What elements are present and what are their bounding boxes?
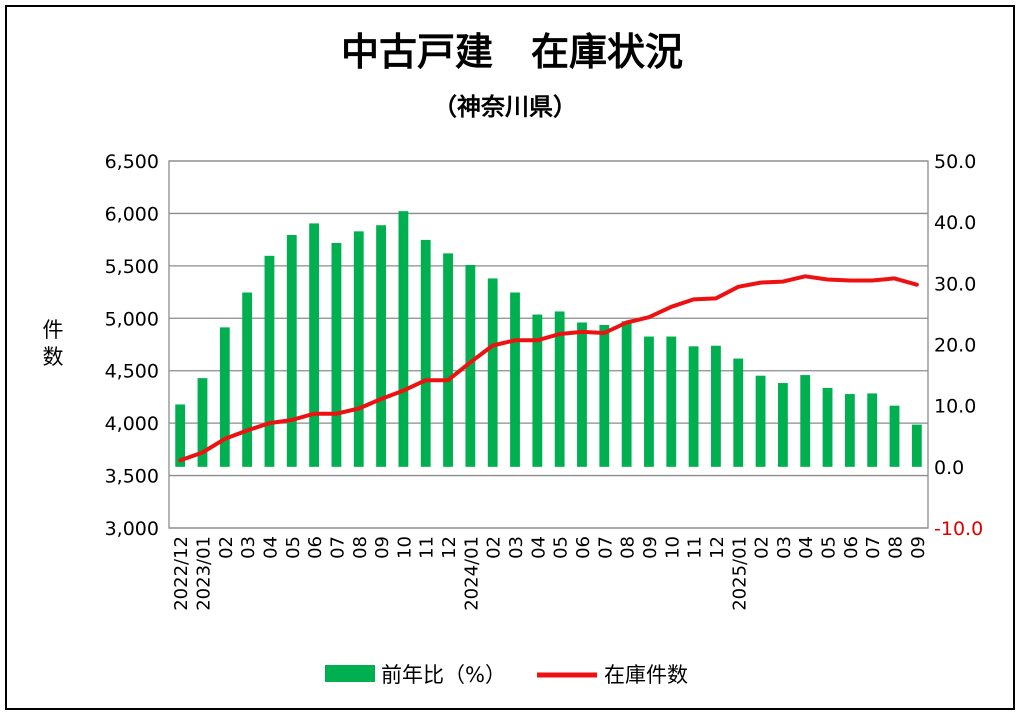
bar — [331, 242, 342, 467]
bar — [487, 278, 498, 467]
bar — [577, 322, 587, 467]
legend-label-bar: 前年比（%） — [381, 663, 506, 687]
bar — [777, 383, 788, 467]
bar — [376, 225, 386, 467]
x-tick-label: 05 — [819, 536, 840, 559]
y-left-tick-label: 5,500 — [105, 256, 159, 278]
x-tick-label: 10 — [662, 536, 683, 559]
x-tick-label: 08 — [618, 536, 639, 559]
bar — [822, 387, 833, 467]
plot-area: 3,000 3,500 4,000 4,500 5,000 5,500 6,000 6,500… — [43, 151, 984, 611]
x-tick-label: 11 — [417, 536, 438, 559]
y-left-tick-label: 4,500 — [105, 361, 159, 383]
y-right-tick-label: 20.0 — [934, 335, 976, 357]
bar — [510, 292, 520, 467]
bar — [264, 255, 275, 467]
bar — [286, 235, 297, 467]
x-tick-label: 12 — [439, 536, 460, 559]
x-tick-label: 08 — [886, 536, 907, 559]
legend-swatch-bar — [325, 665, 375, 682]
bar — [621, 321, 632, 467]
bar — [666, 336, 677, 467]
plot-border — [168, 160, 929, 529]
x-tick-label: 04 — [796, 536, 817, 559]
x-tick-label: 2023/01 — [194, 536, 215, 611]
x-tick-label: 11 — [685, 536, 706, 559]
bar — [443, 253, 453, 467]
y-left-tick-label: 5,000 — [105, 308, 159, 330]
x-tick-label: 07 — [863, 536, 884, 559]
bar — [465, 264, 476, 467]
legend: 前年比（%） 在庫件数 — [325, 663, 688, 687]
x-tick-label: 07 — [327, 536, 348, 559]
x-tick-label: 03 — [774, 536, 795, 559]
y-right-tick-label: 10.0 — [934, 396, 976, 418]
x-tick-label: 02 — [484, 536, 505, 559]
bar — [532, 314, 543, 467]
y-left-tick-label: 4,000 — [105, 413, 159, 435]
x-tick-label: 03 — [506, 536, 527, 559]
x-tick-label: 09 — [640, 536, 661, 559]
bar — [911, 424, 922, 467]
x-tick-label: 03 — [238, 536, 259, 559]
y-right-tick-label: 0.0 — [934, 457, 964, 479]
x-tick-label: 07 — [595, 536, 616, 559]
y-left-tick-label: 3,500 — [105, 466, 159, 488]
bar — [889, 405, 900, 467]
x-tick-label: 2024/01 — [461, 536, 482, 611]
x-tick-label: 2022/12 — [171, 536, 192, 611]
bar — [755, 375, 766, 467]
y-left-axis-label: 件 — [43, 318, 64, 342]
bar — [599, 324, 610, 467]
y-right-tick-label: 30.0 — [934, 273, 976, 295]
chart-subtitle: （神奈川県） — [433, 93, 577, 121]
bar — [197, 378, 208, 467]
bar — [733, 358, 744, 467]
bar — [644, 336, 654, 467]
y-right-tick-label: 50.0 — [934, 151, 976, 173]
line-series — [178, 274, 919, 463]
y-left-axis-label: 数 — [43, 345, 64, 369]
x-tick-label: 02 — [752, 536, 773, 559]
chart-frame: 中古戸建 在庫状況 （神奈川県） 3,000 3,500 4,000 4,500 5,0… — [5, 5, 1015, 710]
bar — [398, 211, 409, 467]
x-tick-label: 06 — [305, 536, 326, 559]
x-tick-label: 08 — [350, 536, 371, 559]
chart-title: 中古戸建 在庫状況 — [341, 30, 683, 74]
bar — [175, 404, 186, 467]
bar — [353, 231, 364, 467]
bar — [309, 223, 320, 467]
x-tick-label: 09 — [908, 536, 929, 559]
x-tick-label: 04 — [528, 536, 549, 559]
x-tick-label: 05 — [283, 536, 304, 559]
y-left-tick-label: 6,000 — [105, 203, 159, 225]
x-tick-label: 06 — [841, 536, 862, 559]
bar — [242, 292, 253, 467]
y-left-tick-label: 6,500 — [105, 151, 159, 173]
chart-svg: 中古戸建 在庫状況 （神奈川県） 3,000 3,500 4,000 4,500 5,0… — [43, 30, 984, 687]
bar — [420, 239, 431, 467]
x-tick-label: 12 — [707, 536, 728, 559]
y-right-tick-label: -10.0 — [934, 518, 983, 540]
x-tick-label: 02 — [216, 536, 237, 559]
x-tick-label: 06 — [573, 536, 594, 559]
bar — [800, 375, 811, 467]
bar — [554, 311, 565, 467]
bar — [219, 327, 230, 467]
bar — [711, 345, 721, 467]
x-tick-label: 10 — [394, 536, 415, 559]
y-left-tick-label: 3,000 — [105, 518, 159, 540]
x-tick-label: 2025/01 — [729, 536, 750, 611]
bar — [844, 394, 855, 467]
legend-label-line: 在庫件数 — [604, 663, 688, 687]
x-tick-label: 09 — [372, 536, 393, 559]
x-tick-label: 04 — [261, 536, 282, 559]
x-tick-label: 05 — [551, 536, 572, 559]
bar — [867, 393, 878, 467]
y-right-tick-label: 40.0 — [934, 212, 976, 234]
bar — [688, 346, 699, 467]
